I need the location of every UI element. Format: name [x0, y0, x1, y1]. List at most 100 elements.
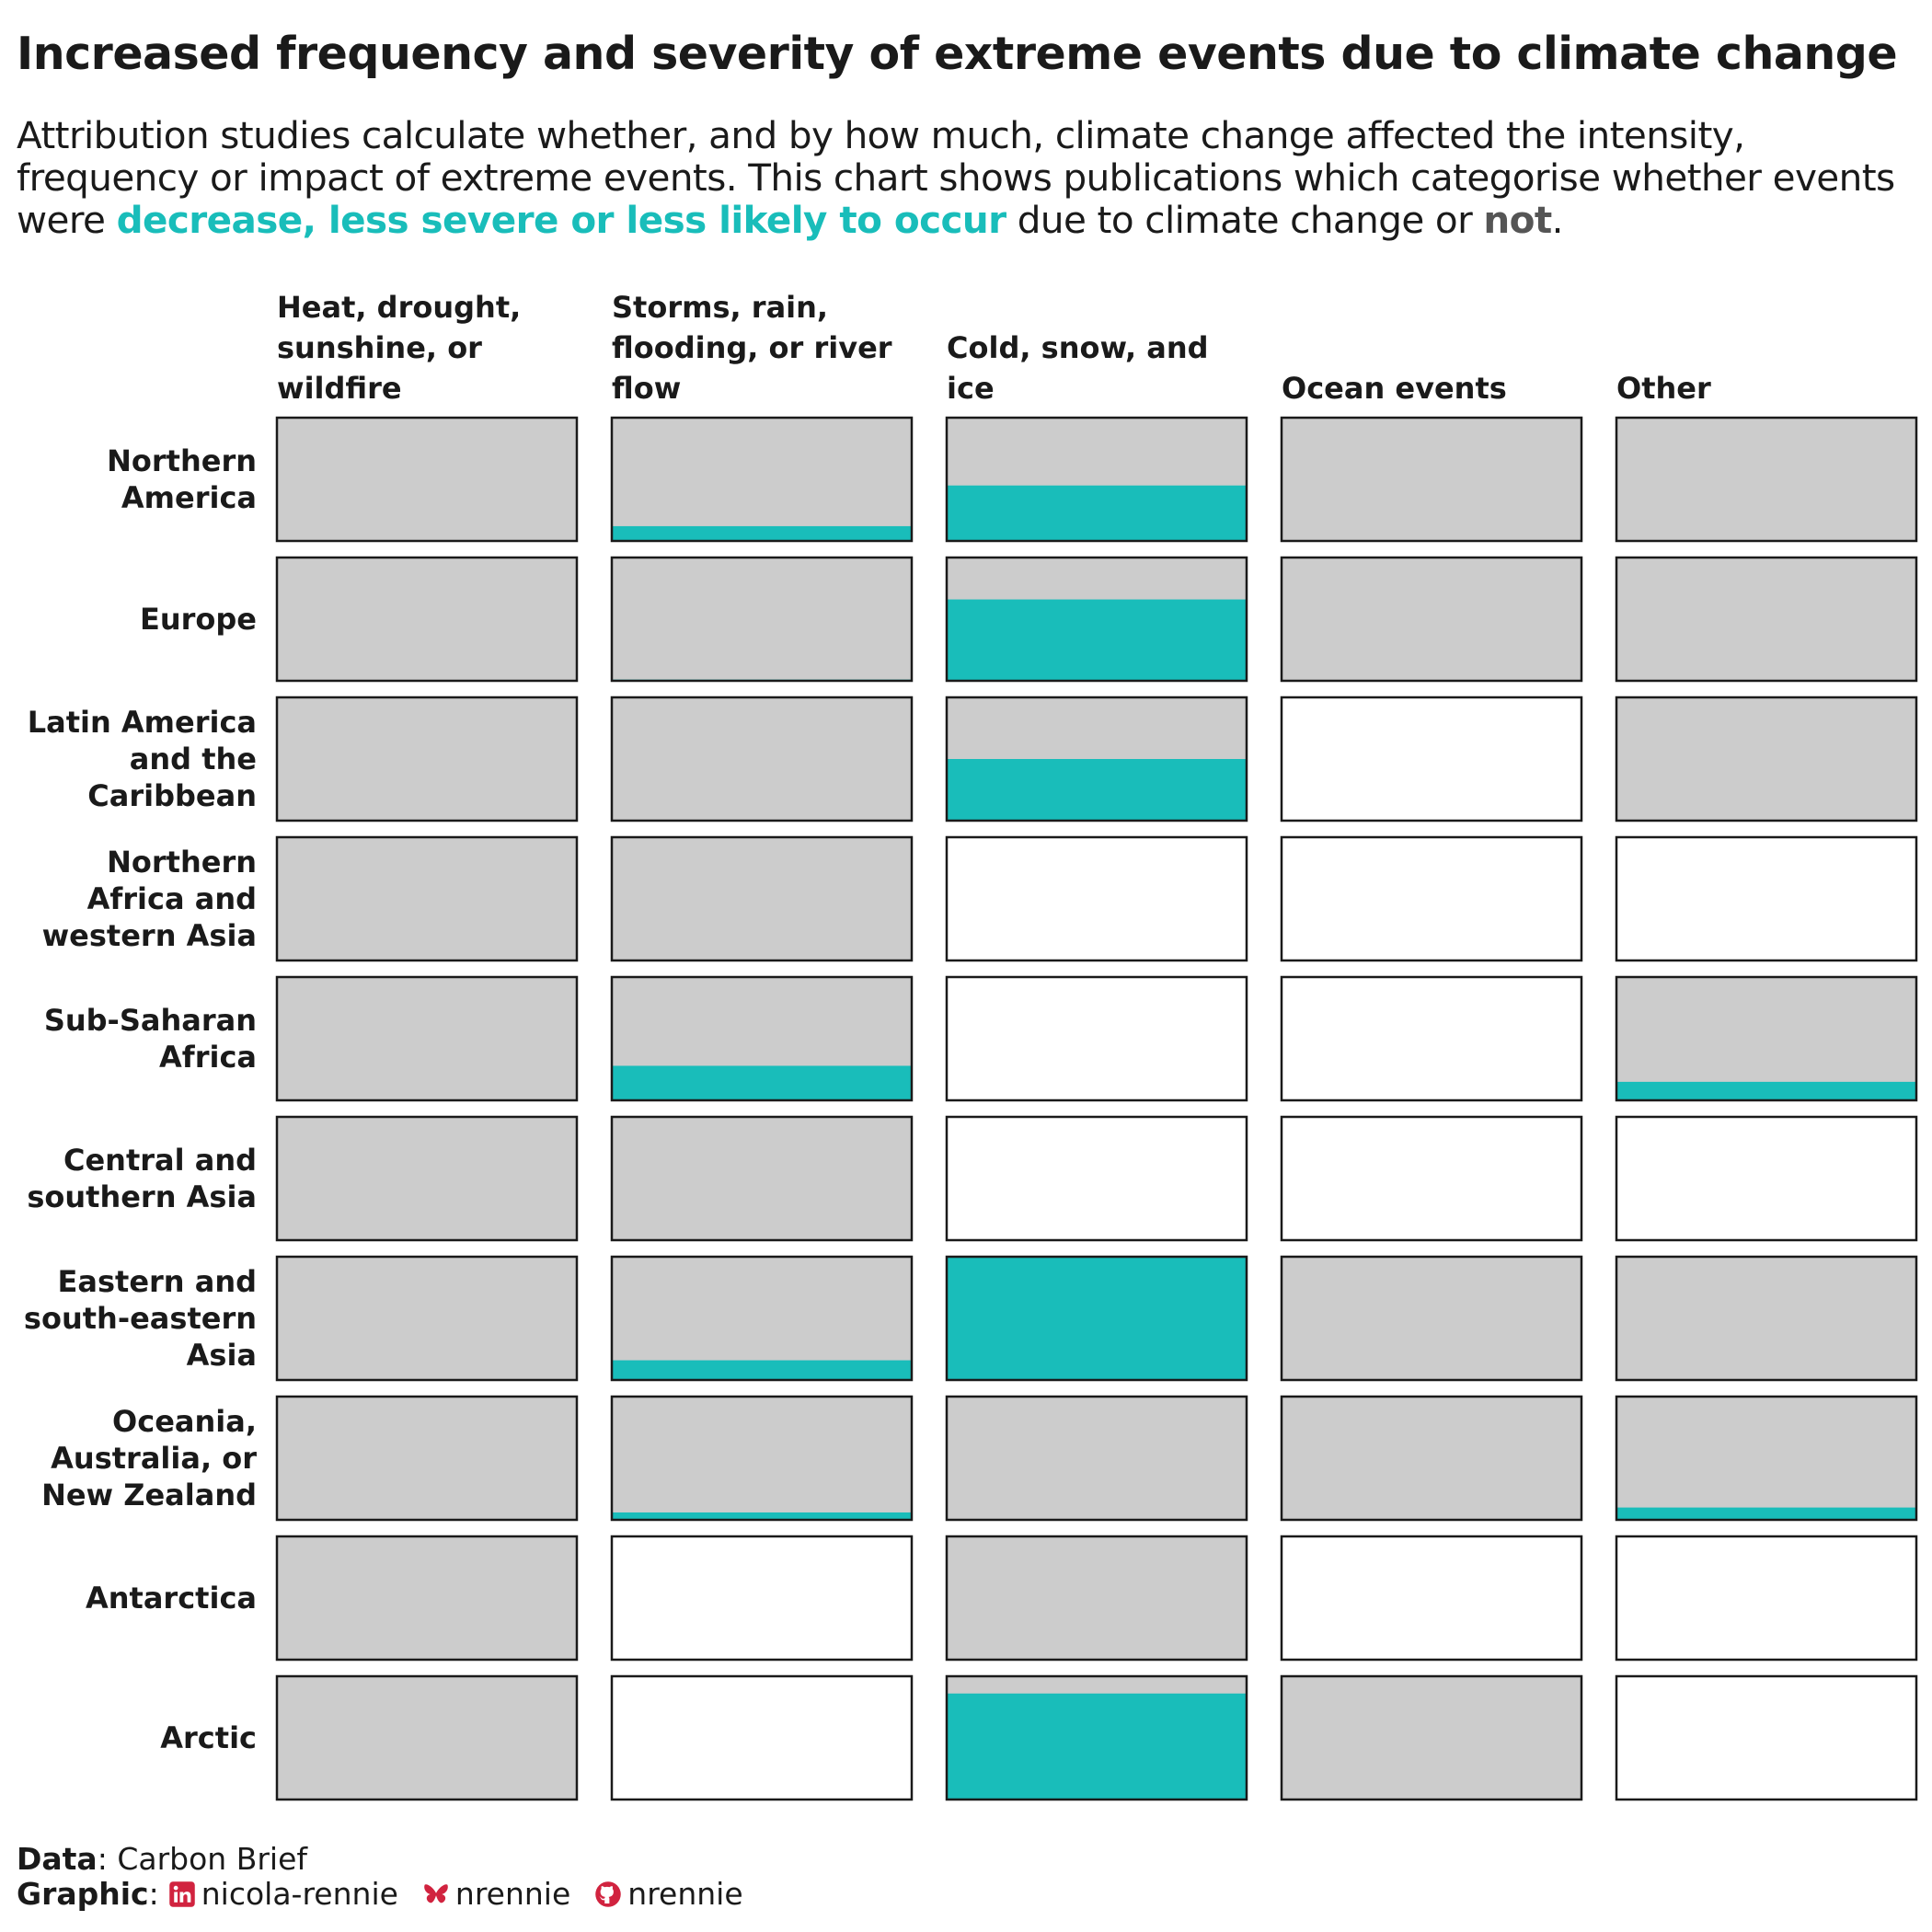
- cell-central-and-southern-asia-cold-snow-and-ice: [945, 1115, 1248, 1242]
- decrease-bar: [1616, 1081, 1916, 1100]
- cell-northern-america-ocean-events: [1280, 416, 1583, 543]
- cell-border: [275, 1674, 579, 1801]
- cell-border: [1615, 1395, 1918, 1522]
- cell-oceania-australia-or-new-zealand-other: [1615, 1395, 1918, 1522]
- row-labels: Northern America Europe Latin America and th…: [24, 443, 257, 1755]
- cell-background: [1616, 1257, 1916, 1380]
- cell-border: [1280, 975, 1583, 1102]
- cell-background: [277, 1257, 577, 1380]
- decrease-bar: [612, 525, 912, 541]
- cell-oceania-australia-or-new-zealand-cold-snow-and-ice: [945, 1395, 1248, 1522]
- cell-europe-cold-snow-and-ice: [945, 556, 1248, 683]
- caption: Data: Carbon Brief Graphic: nicola-renni…: [17, 1842, 743, 1912]
- cell-northern-africa-and-western-asia-other: [1615, 835, 1918, 962]
- cell-border: [610, 975, 914, 1102]
- cell-eastern-and-south-eastern-asia-cold-snow-and-ice: [945, 1255, 1248, 1382]
- decrease-bar: [612, 1512, 912, 1520]
- column-label-other: Other: [1616, 371, 1711, 406]
- cell-background: [277, 558, 577, 681]
- cell-background: [1282, 1536, 1581, 1660]
- decrease-bar: [612, 1065, 912, 1100]
- cell-background: [277, 1536, 577, 1660]
- cell-border: [610, 1674, 914, 1801]
- cell-background: [1616, 418, 1916, 541]
- cell-border: [1615, 416, 1918, 543]
- caption-graphic-line: Graphic: nicola-rennie nrennie nrennie: [17, 1877, 743, 1912]
- cell-antarctica-ocean-events: [1280, 1535, 1583, 1662]
- cell-border: [1615, 556, 1918, 683]
- subtitle-highlight-not: not: [1483, 198, 1552, 242]
- cell-background: [1616, 1676, 1916, 1800]
- chart-title: Increased frequency and severity of extr…: [17, 28, 1898, 80]
- cell-background: [1282, 837, 1581, 960]
- cell-background: [277, 977, 577, 1100]
- cell-border: [1615, 1115, 1918, 1242]
- cell-background: [947, 1397, 1247, 1520]
- cell-antarctica-heat-drought-sunshine-or-wildfire: [275, 1535, 579, 1662]
- cell-background: [947, 977, 1247, 1100]
- cell-background: [947, 1536, 1247, 1660]
- cell-background: [612, 1536, 912, 1660]
- cell-border: [945, 696, 1248, 822]
- subtitle-text-1: Attribution studies calculate whether, a…: [17, 113, 1895, 242]
- subtitle-highlight-decrease: decrease, less severe or less likely to …: [116, 198, 1007, 242]
- cell-arctic-other: [1615, 1674, 1918, 1801]
- cell-latin-america-and-the-caribbean-storms-rain-flooding-or-river-flow: [610, 696, 914, 822]
- cell-background: [1282, 697, 1581, 821]
- decrease-bar: [947, 1257, 1247, 1380]
- cell-latin-america-and-the-caribbean-cold-snow-and-ice: [945, 696, 1248, 822]
- cell-latin-america-and-the-caribbean-ocean-events: [1280, 696, 1583, 822]
- cell-central-and-southern-asia-other: [1615, 1115, 1918, 1242]
- cell-background: [612, 558, 912, 681]
- cell-background: [277, 1676, 577, 1800]
- cell-background: [612, 1257, 912, 1380]
- github-icon: [595, 1881, 622, 1907]
- cell-background: [1282, 418, 1581, 541]
- cell-border: [1280, 1115, 1583, 1242]
- bluesky-butterfly-icon: [424, 1884, 448, 1903]
- cell-background: [612, 1397, 912, 1520]
- cell-arctic-cold-snow-and-ice: [945, 1674, 1248, 1801]
- subtitle-text-3: .: [1551, 198, 1564, 242]
- cell-border: [945, 1674, 1248, 1801]
- cell-europe-heat-drought-sunshine-or-wildfire: [275, 556, 579, 683]
- cell-border: [610, 835, 914, 962]
- column-label-storms-rain-flooding-or-river-flow: Storms, rain, flooding, or river flow: [612, 290, 892, 406]
- decrease-bar: [947, 1693, 1247, 1800]
- cell-border: [945, 1535, 1248, 1662]
- cell-border: [610, 1115, 914, 1242]
- cell-background: [277, 1117, 577, 1240]
- cell-border: [610, 1255, 914, 1382]
- cell-eastern-and-south-eastern-asia-other: [1615, 1255, 1918, 1382]
- chart-subtitle: Attribution studies calculate whether, a…: [17, 114, 1912, 241]
- cell-background: [1282, 1117, 1581, 1240]
- cell-border: [275, 1255, 579, 1382]
- cell-border: [1280, 1255, 1583, 1382]
- cell-latin-america-and-the-caribbean-other: [1615, 696, 1918, 822]
- cell-sub-saharan-africa-heat-drought-sunshine-or-wildfire: [275, 975, 579, 1102]
- decrease-bar: [947, 759, 1247, 821]
- decrease-bar: [1616, 1507, 1916, 1520]
- cell-arctic-storms-rain-flooding-or-river-flow: [610, 1674, 914, 1801]
- cell-northern-africa-and-western-asia-cold-snow-and-ice: [945, 835, 1248, 962]
- row-label-sub-saharan-africa: Sub-Saharan Africa: [44, 1003, 257, 1075]
- cell-europe-ocean-events: [1280, 556, 1583, 683]
- cell-border: [275, 416, 579, 543]
- caption-data-line: Data: Carbon Brief: [17, 1842, 743, 1877]
- cell-border: [1280, 1535, 1583, 1662]
- cell-sub-saharan-africa-storms-rain-flooding-or-river-flow: [610, 975, 914, 1102]
- cell-eastern-and-south-eastern-asia-heat-drought-sunshine-or-wildfire: [275, 1255, 579, 1382]
- cell-border: [1280, 416, 1583, 543]
- cell-background: [1616, 558, 1916, 681]
- cell-background: [1616, 697, 1916, 821]
- row-label-antarctica: Antarctica: [86, 1581, 257, 1616]
- cell-central-and-southern-asia-ocean-events: [1280, 1115, 1583, 1242]
- subtitle-text-2: due to climate change or: [1006, 198, 1484, 242]
- cell-border: [1615, 1535, 1918, 1662]
- cell-northern-america-other: [1615, 416, 1918, 543]
- cell-background: [1282, 1676, 1581, 1800]
- cell-background: [1616, 1536, 1916, 1660]
- cell-background: [612, 697, 912, 821]
- cell-border: [945, 1395, 1248, 1522]
